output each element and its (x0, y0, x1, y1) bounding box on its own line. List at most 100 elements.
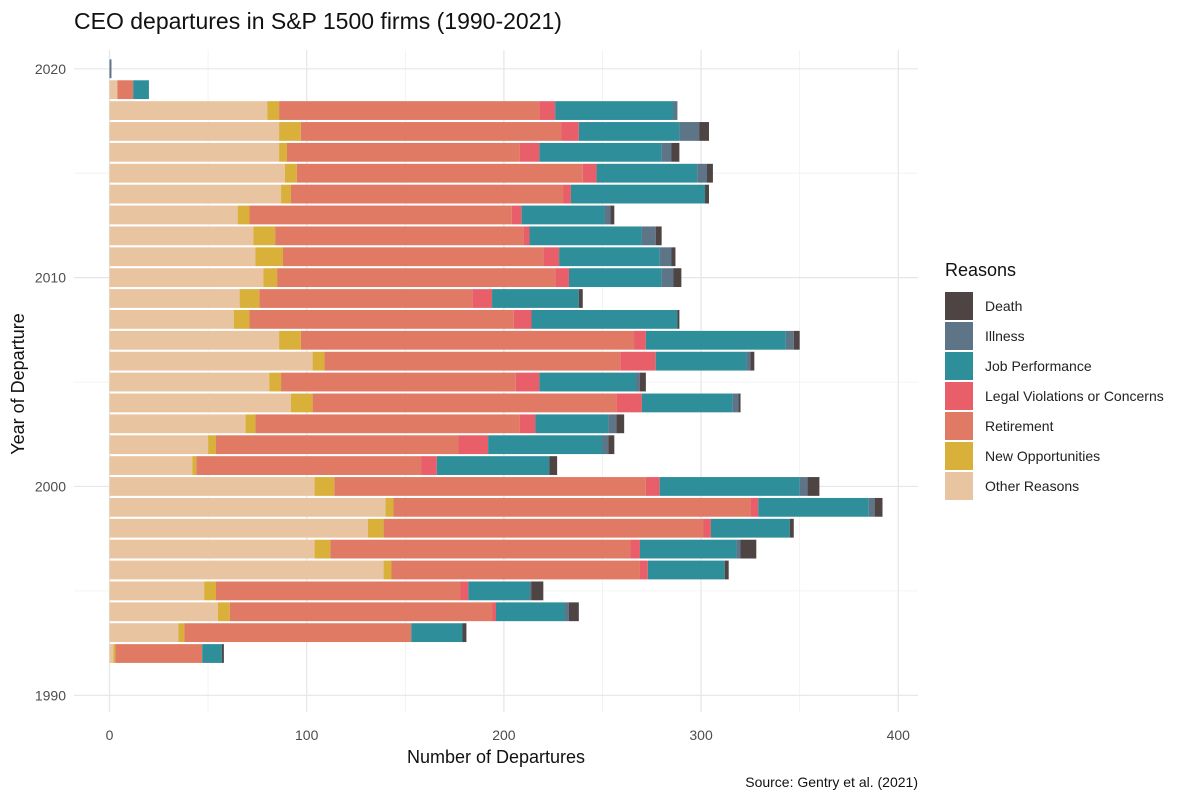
bar-segment (393, 497, 751, 517)
bar-segment (523, 226, 530, 246)
legend-label: Death (985, 298, 1023, 314)
bar-segment (468, 581, 530, 601)
bar-segment (215, 581, 461, 601)
legend: Reasons Death Illness Job Performance Legal… (945, 260, 1164, 501)
legend-swatch (945, 352, 973, 380)
bar-segment (568, 602, 579, 622)
bar-segment (807, 477, 820, 496)
bar-segment (192, 456, 197, 475)
bar-segment (559, 247, 660, 267)
bar-segment (385, 497, 394, 517)
bar-segment (249, 205, 512, 225)
bar-segment (283, 247, 544, 267)
bar-segment (279, 122, 301, 141)
bar-segment (275, 226, 524, 246)
bar-segment (578, 289, 583, 308)
bar-segment (539, 142, 662, 162)
bar-segment (610, 205, 615, 225)
bar-segment (511, 205, 522, 225)
y-tick-label: 2000 (35, 478, 66, 494)
bar-segment (659, 247, 672, 267)
bar-segment (496, 602, 566, 622)
x-tick-label: 0 (106, 727, 114, 743)
bar-segment (515, 372, 540, 392)
bar-segment (245, 414, 256, 434)
bar-segment (736, 539, 741, 559)
legend-swatch (945, 442, 973, 470)
bar-segment (679, 122, 700, 141)
bar-segment (793, 330, 800, 350)
bar-segment (109, 393, 291, 413)
bar-segment (488, 435, 603, 455)
bar-segment (109, 435, 209, 455)
bar-segment (109, 163, 285, 183)
bar-segment (602, 435, 609, 455)
bar-segment (630, 539, 640, 559)
bar-segment (707, 163, 713, 183)
bar-segment (789, 518, 794, 538)
bar-segment (677, 309, 680, 329)
bar-segment (421, 456, 437, 475)
bar-segment (259, 289, 473, 308)
source-caption: Source: Gentry et al. (2021) (745, 774, 918, 790)
bar-segment (555, 101, 674, 120)
bar-segment (543, 247, 560, 267)
bar-segment (237, 205, 250, 225)
bar-segment (330, 539, 631, 559)
bar-segment (109, 330, 280, 350)
bar-segment (109, 351, 313, 371)
bar-segment (290, 184, 564, 204)
bar-segment (109, 101, 268, 120)
bar-segment (561, 122, 579, 141)
legend-title: Reasons (945, 260, 1017, 280)
x-tick-label: 200 (492, 727, 516, 743)
bar-segment (208, 435, 216, 455)
y-tick-label: 2010 (35, 270, 66, 286)
bar-segment (671, 142, 680, 162)
bar-segment (383, 560, 392, 580)
bar-segment (184, 623, 412, 643)
bar-segment (279, 142, 287, 162)
bar-segment (750, 351, 755, 371)
bar-segment (758, 497, 869, 517)
bar-segment (639, 539, 737, 559)
bar-segment (217, 602, 230, 622)
bar-segment (263, 268, 278, 288)
bar-segment (109, 477, 315, 496)
bar-segment (529, 581, 532, 601)
bar-segment (655, 351, 747, 371)
bar-segment (255, 414, 520, 434)
bar-segment (799, 477, 808, 496)
bar-segment (267, 101, 280, 120)
bar-segment (568, 268, 662, 288)
bar-segment (221, 644, 224, 663)
bar-segment (659, 477, 800, 496)
bar-segment (109, 372, 270, 392)
bar-segment (539, 101, 556, 120)
bar-segment (109, 623, 179, 643)
bar-segment (286, 142, 520, 162)
bar-segment (109, 247, 256, 267)
bar-segment (285, 163, 297, 183)
legend-item: Other Reasons (945, 471, 1164, 501)
legend-swatch (945, 382, 973, 410)
bar-segment (647, 560, 725, 580)
bar-segment (229, 602, 493, 622)
legend-swatch (945, 412, 973, 440)
bar-segment (699, 122, 709, 141)
legend-item: Retirement (945, 411, 1164, 441)
bar-segment (750, 497, 759, 517)
bar-segment (109, 456, 193, 475)
bar-segment (458, 435, 489, 455)
bar-segment (300, 122, 562, 141)
bar-segment (300, 330, 635, 350)
bar-segment (109, 59, 112, 79)
bar-segment (314, 477, 335, 496)
legend-swatch (945, 292, 973, 320)
bar-segment (641, 226, 656, 246)
bar-segment (109, 581, 205, 601)
bar-segment (673, 101, 678, 120)
bar-segment (391, 560, 640, 580)
bar-segment (109, 497, 386, 517)
bar-segment (738, 393, 741, 413)
